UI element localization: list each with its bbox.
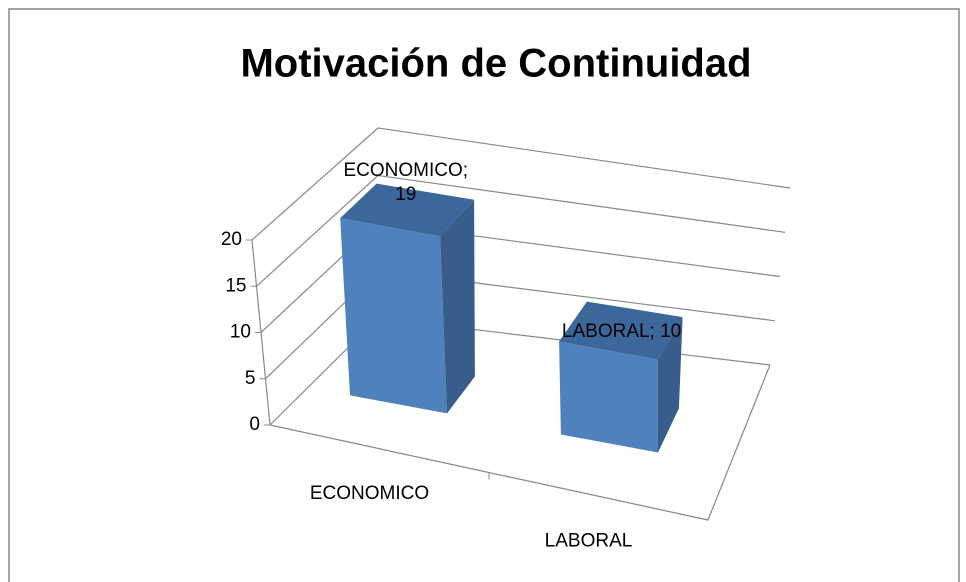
data-label: LABORAL; 10 bbox=[561, 320, 682, 342]
y-tick-label: 0 bbox=[249, 414, 260, 435]
bar-front bbox=[340, 218, 447, 414]
bar-top bbox=[559, 301, 683, 360]
x-tick-label: ECONOMICO bbox=[310, 483, 429, 504]
bar-side bbox=[657, 317, 683, 453]
y-tick-label: 20 bbox=[221, 229, 242, 250]
grid-line bbox=[251, 127, 791, 241]
bar-front bbox=[559, 341, 658, 453]
data-label: ECONOMICO; 19 bbox=[343, 160, 469, 206]
y-tick-label: 5 bbox=[245, 368, 256, 389]
bar bbox=[340, 183, 475, 414]
chart-frame bbox=[8, 8, 960, 582]
bar-side bbox=[440, 199, 475, 414]
bar bbox=[559, 301, 683, 453]
bar-top bbox=[340, 183, 475, 237]
x-tick-label: LABORAL bbox=[545, 530, 633, 551]
grid-line bbox=[256, 174, 786, 287]
y-tick-label: 15 bbox=[225, 275, 246, 296]
chart-title: Motivación de Continuidad bbox=[240, 42, 751, 86]
floor-edge bbox=[269, 364, 771, 521]
y-tick-label: 10 bbox=[230, 322, 251, 343]
